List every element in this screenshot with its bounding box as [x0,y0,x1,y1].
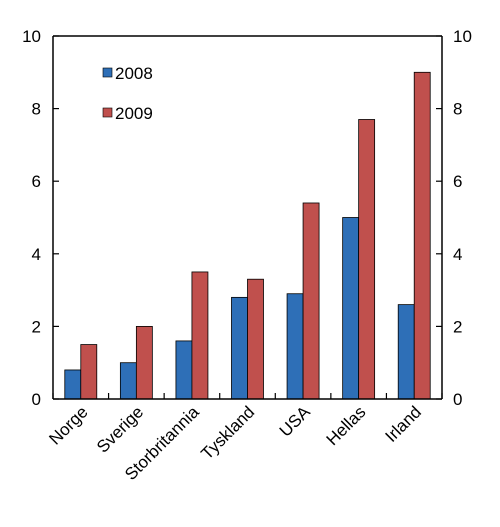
legend-label-2009: 2009 [115,104,153,123]
right-tick-label: 4 [453,245,462,264]
bar-2008-tyskland [231,296,248,400]
right-tick-label: 2 [453,317,462,336]
bars [64,71,431,400]
ticks: 0 0 2 2 4 4 6 6 8 8 10 10 [22,27,472,409]
bar-2009-tyskland [247,278,264,400]
bar-2008-hellas [342,217,360,400]
legend-label-2008: 2008 [115,64,153,83]
axes [52,35,443,400]
left-tick-label: 2 [32,317,41,336]
bar-2008-usa [286,293,304,400]
bar-2008-irland [397,304,415,400]
right-tick-label: 0 [453,390,462,409]
bar-2009-storbritannia [191,271,209,400]
bar-2008-norge [64,369,82,400]
left-tick-label: 8 [32,100,41,119]
legend-swatch-2008 [102,67,113,78]
bar-2009-hellas [358,119,376,400]
bar-2009-sverige [135,325,153,400]
category-label-hellas: Hellas [323,402,370,449]
right-tick-label: 8 [453,100,462,119]
right-tick-label: 6 [453,172,462,191]
bar-2008-sverige [119,362,137,400]
category-label-irland: Irland [382,402,426,446]
bar-2009-irland [413,71,431,400]
category-label-norge: Norge [45,402,91,448]
left-tick-label: 6 [32,172,41,191]
bar-2008-storbritannia [175,340,193,400]
left-tick-label: 10 [22,27,41,46]
category-label-sverige: Sverige [93,402,147,456]
category-label-usa: USA [276,402,315,441]
legend: 2008 2009 [102,64,153,123]
legend-swatch-2009 [102,107,113,118]
left-tick-label: 0 [32,390,41,409]
bar-2009-usa [302,202,320,400]
bar-2009-norge [80,344,98,400]
left-tick-label: 4 [32,245,41,264]
right-tick-label: 10 [453,27,472,46]
category-label-tyskland: Tyskland [197,402,258,463]
